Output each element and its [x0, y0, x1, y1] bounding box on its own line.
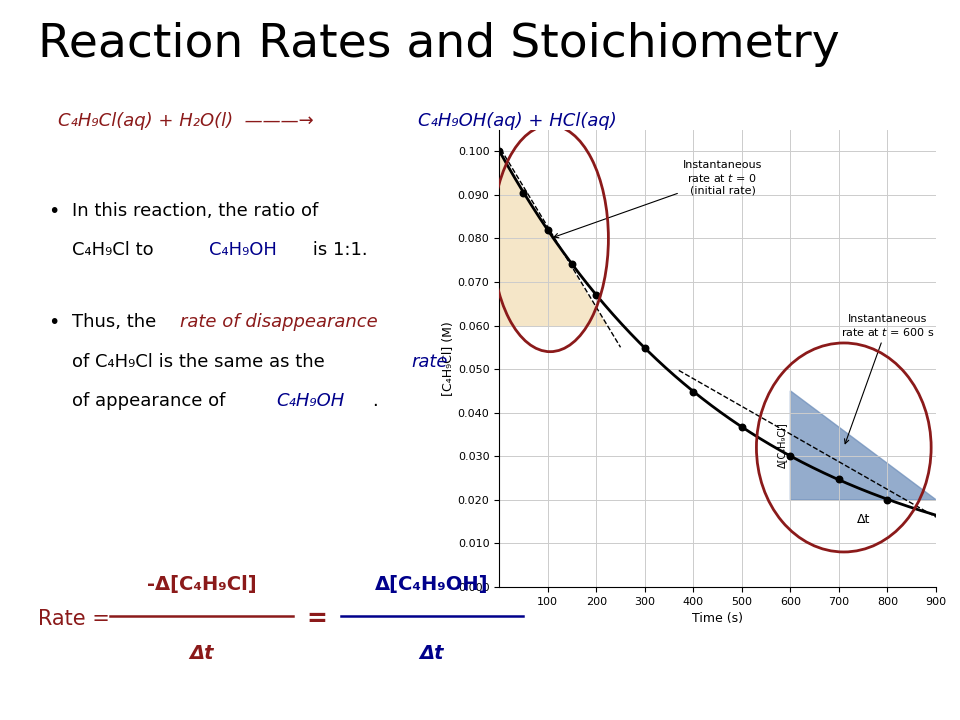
- Point: [588, 289, 604, 300]
- Text: Δ[C₄H₉OH]: Δ[C₄H₉OH]: [375, 575, 489, 594]
- Text: Δt: Δt: [420, 644, 444, 663]
- Text: Reaction Rates and Stoichiometry: Reaction Rates and Stoichiometry: [38, 22, 840, 67]
- Point: [564, 258, 580, 270]
- Point: [831, 474, 847, 485]
- Text: C₄H₉OH: C₄H₉OH: [209, 241, 277, 259]
- Y-axis label: [C₄H₉Cl] (M): [C₄H₉Cl] (M): [442, 321, 455, 395]
- Point: [782, 451, 798, 462]
- Text: Instantaneous
rate at $t$ = 600 s: Instantaneous rate at $t$ = 600 s: [841, 313, 934, 444]
- Point: [540, 224, 556, 235]
- Text: Δt: Δt: [856, 513, 870, 526]
- X-axis label: Time (s): Time (s): [692, 612, 743, 625]
- Polygon shape: [499, 151, 606, 325]
- Text: rate: rate: [411, 353, 447, 371]
- Text: Δt: Δt: [189, 644, 214, 663]
- Text: C₄H₉Cl(aq) + H₂O(l)  ———→: C₄H₉Cl(aq) + H₂O(l) ———→: [58, 112, 324, 130]
- Text: C₄H₉OH(aq) + HCl(aq): C₄H₉OH(aq) + HCl(aq): [418, 112, 616, 130]
- Text: rate of disappearance: rate of disappearance: [180, 313, 378, 331]
- Text: C₄H₉OH: C₄H₉OH: [276, 392, 345, 410]
- Text: Instantaneous
rate at $t$ = 0
(initial rate): Instantaneous rate at $t$ = 0 (initial r…: [554, 160, 762, 238]
- Point: [637, 342, 653, 354]
- Text: -Δ[C₄H₉Cl]: -Δ[C₄H₉Cl]: [147, 575, 256, 594]
- Text: =: =: [306, 607, 327, 631]
- Text: Δ[C₄H₉Cl]: Δ[C₄H₉Cl]: [777, 423, 786, 468]
- Text: is 1:1.: is 1:1.: [307, 241, 368, 259]
- Text: .: .: [372, 392, 378, 410]
- Point: [492, 145, 507, 157]
- Text: •: •: [48, 202, 60, 220]
- Text: C₄H₉Cl to: C₄H₉Cl to: [72, 241, 159, 259]
- Text: of C₄H₉Cl is the same as the: of C₄H₉Cl is the same as the: [72, 353, 330, 371]
- Point: [879, 494, 895, 505]
- Text: Rate =: Rate =: [38, 609, 117, 629]
- Polygon shape: [790, 391, 936, 500]
- Point: [685, 386, 701, 397]
- Text: Thus, the: Thus, the: [72, 313, 162, 331]
- Text: •: •: [48, 313, 60, 332]
- Point: [516, 187, 531, 199]
- Text: of appearance of: of appearance of: [72, 392, 231, 410]
- Text: In this reaction, the ratio of: In this reaction, the ratio of: [72, 202, 319, 220]
- Point: [734, 420, 750, 432]
